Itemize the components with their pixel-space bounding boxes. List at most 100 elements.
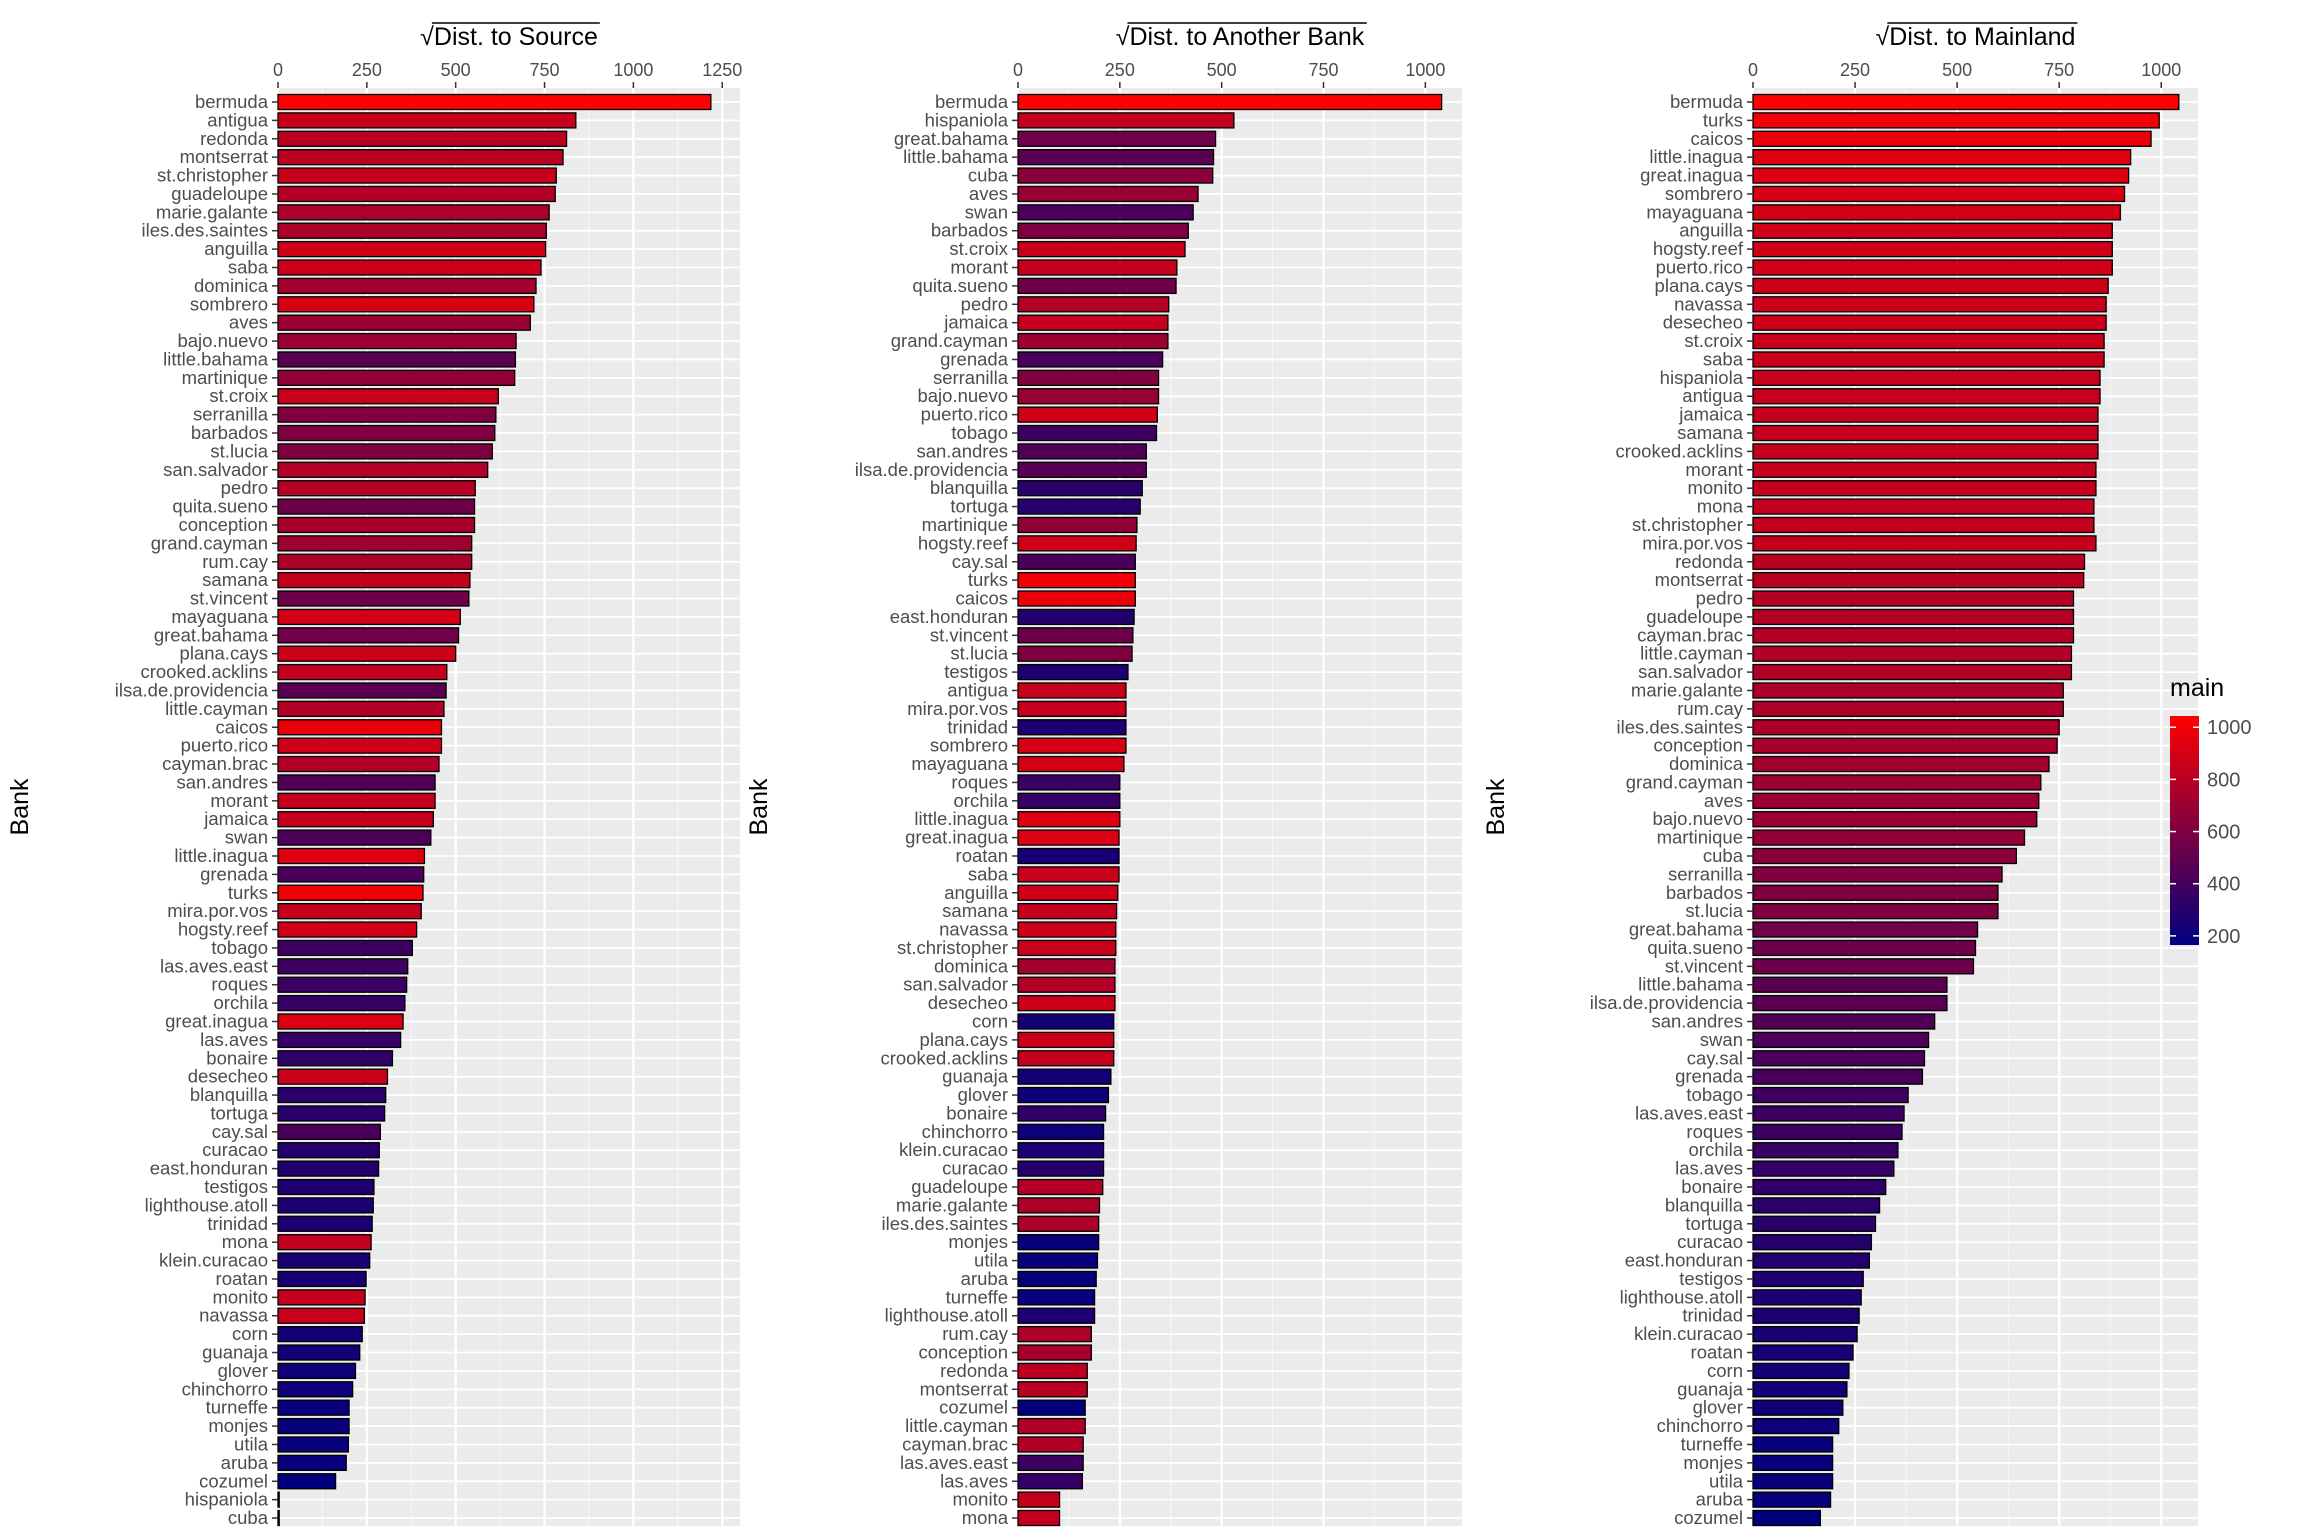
bar-chinchorro (278, 1382, 353, 1397)
bar-serranilla (1753, 867, 2002, 882)
bar-orchila (1018, 793, 1120, 808)
panel-title: √Dist. to Source (420, 23, 600, 51)
bar-turneffe (278, 1400, 349, 1415)
bar-orchila (1753, 1143, 1898, 1158)
x-tick-label: 1000 (2141, 60, 2181, 80)
bar-crooked.acklins (1753, 444, 2098, 459)
bar-montserrat (278, 150, 563, 165)
panel-2: 0 250 500 750 1000bermudahispaniolagreat.bah… (745, 23, 1462, 1528)
sqrt-symbol: √ (1876, 23, 1890, 51)
bar-plana.cays (1018, 1032, 1114, 1047)
bar-saba (1753, 352, 2104, 367)
bar-glover (1018, 1088, 1108, 1103)
bar-turneffe (1018, 1290, 1095, 1305)
bar-san.andres (278, 775, 435, 790)
bar-lighthouse.atoll (278, 1198, 373, 1213)
x-tick-label: 750 (2044, 60, 2074, 80)
bar-st.christopher (1018, 940, 1116, 955)
bar-tortuga (1753, 1216, 1875, 1231)
bar-san.andres (1018, 444, 1146, 459)
bar-little.inagua (278, 848, 424, 863)
bar-samana (278, 573, 470, 588)
legend-tick-label: 800 (2207, 769, 2240, 791)
bar-caicos (278, 720, 441, 735)
bar-aves (278, 315, 530, 330)
legend-tick-label: 600 (2207, 822, 2240, 844)
bar-iles.des.saintes (1018, 1216, 1099, 1231)
bar-hogsty.reef (1753, 242, 2112, 257)
bar-aruba (278, 1455, 346, 1470)
panel-title-text: √Dist. to Source (420, 23, 598, 51)
bar-blanquilla (1018, 481, 1142, 496)
bar-st.vincent (1018, 628, 1133, 643)
bar-trinidad (1018, 720, 1126, 735)
bar-montserrat (1753, 573, 2084, 588)
sqrt-symbol: √ (1116, 23, 1130, 51)
bar-curacao (1753, 1235, 1871, 1250)
bar-testigos (1753, 1271, 1863, 1286)
bar-quita.sueno (1018, 278, 1176, 293)
bar-pedro (1018, 297, 1169, 312)
bar-pedro (1753, 591, 2073, 606)
bar-mayaguana (1753, 205, 2120, 220)
bar-st.lucia (1018, 646, 1132, 661)
bar-cay.sal (1753, 1051, 1924, 1066)
bar-jamaica (278, 812, 433, 827)
bar-little.cayman (278, 701, 444, 716)
legend-title: main (2170, 674, 2224, 702)
bar-conception (1018, 1345, 1091, 1360)
bar-anguilla (1018, 885, 1118, 900)
bar-roatan (278, 1271, 366, 1286)
bar-serranilla (278, 407, 496, 422)
bar-caicos (1018, 591, 1135, 606)
bar-monito (278, 1290, 365, 1305)
bar-bonaire (278, 1051, 392, 1066)
bar-ilsa.de.providencia (1753, 996, 1947, 1011)
bar-little.cayman (1753, 646, 2071, 661)
bar-san.salvador (1753, 665, 2071, 680)
bar-great.inagua (1753, 168, 2129, 183)
bar-st.lucia (278, 444, 492, 459)
bar-swan (278, 830, 431, 845)
bar-roques (1753, 1124, 1902, 1139)
bar-las.aves (1753, 1161, 1894, 1176)
bar-utila (1753, 1474, 1833, 1489)
x-tick-label: 500 (441, 60, 471, 80)
bar-testigos (1018, 665, 1128, 680)
bar-ilsa.de.providencia (278, 683, 446, 698)
bar-guanaja (278, 1345, 360, 1360)
bar-martinique (278, 370, 515, 385)
bar-dominica (278, 278, 536, 293)
bar-las.aves.east (1753, 1106, 1904, 1121)
bar-cayman.brac (1018, 1437, 1083, 1452)
bar-mira.por.vos (1753, 536, 2096, 551)
bar-dominica (1018, 959, 1115, 974)
bar-chinchorro (1018, 1124, 1104, 1139)
bar-crooked.acklins (1018, 1051, 1114, 1066)
bar-marie.galante (1753, 683, 2063, 698)
bar-mayaguana (1018, 757, 1124, 772)
x-tick-label: 750 (1308, 60, 1338, 80)
bar-grenada (1018, 352, 1163, 367)
bar-little.bahama (1018, 150, 1214, 165)
x-tick-label: 250 (352, 60, 382, 80)
bar-st.croix (1753, 334, 2104, 349)
bar-little.bahama (278, 352, 515, 367)
bar-martinique (1753, 830, 2024, 845)
bar-blanquilla (278, 1088, 386, 1103)
bar-cuba (1753, 848, 2016, 863)
y-tick-label-cozumel: cozumel (1674, 1507, 1743, 1528)
x-tick-label: 250 (1105, 60, 1135, 80)
bar-desecheo (278, 1069, 387, 1084)
title-label: Dist. to Another Bank (1129, 23, 1364, 51)
bar-east.honduran (278, 1161, 379, 1176)
bar-cuba (278, 1511, 279, 1526)
bar-east.honduran (1753, 1253, 1869, 1268)
title-label: Dist. to Source (434, 23, 598, 51)
bar-mayaguana (278, 609, 460, 624)
bar-cayman.brac (278, 757, 439, 772)
bar-turks (1018, 573, 1135, 588)
bar-crooked.acklins (278, 665, 447, 680)
bar-antigua (1753, 389, 2100, 404)
bar-aruba (1018, 1271, 1096, 1286)
